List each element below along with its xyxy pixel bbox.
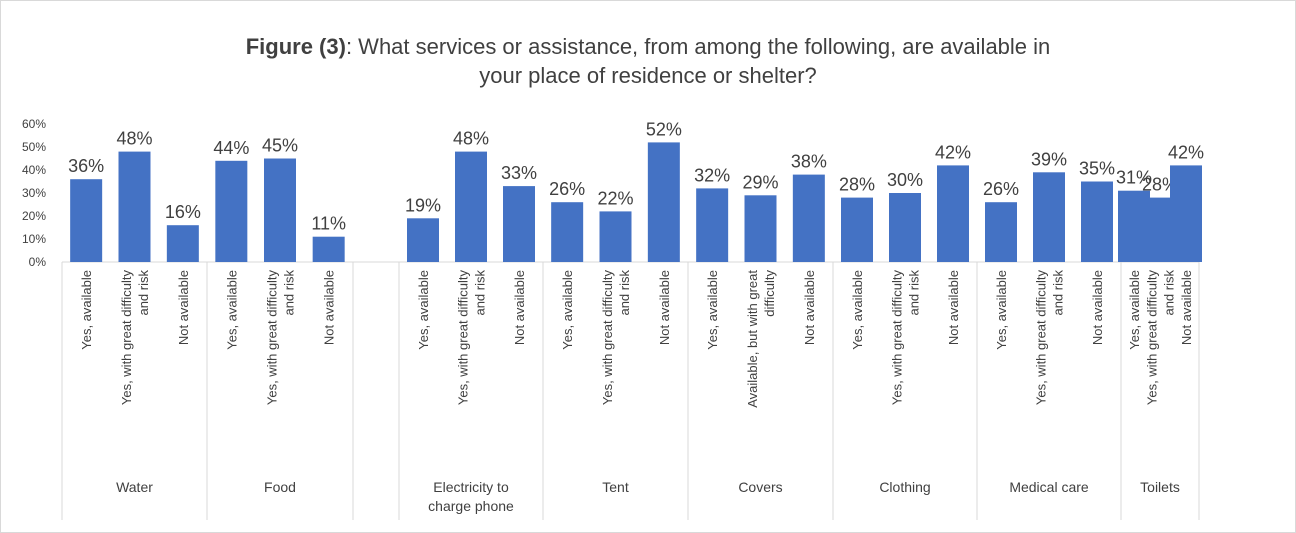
category-label: difficulty <box>762 270 777 317</box>
category-label: Yes, with great difficulty <box>1034 270 1049 406</box>
bar <box>792 174 825 262</box>
data-label: 22% <box>597 188 633 208</box>
data-label: 44% <box>213 138 249 158</box>
data-label: 38% <box>791 152 827 172</box>
category-label: Yes, with great difficulty <box>265 270 280 406</box>
category-label: Not available <box>176 270 191 345</box>
y-tick-label: 10% <box>22 232 46 246</box>
data-label: 32% <box>694 165 730 185</box>
bar <box>551 202 584 262</box>
chart-title-rest: : What services or assistance, from amon… <box>345 34 1051 59</box>
category-label: and risk <box>617 270 632 316</box>
data-label: 42% <box>1168 142 1204 162</box>
bar <box>407 218 439 262</box>
data-label: 48% <box>453 129 489 149</box>
category-label: Yes, with great difficulty <box>456 270 471 406</box>
category-label: and risk <box>1051 270 1066 316</box>
category-label: Yes, available <box>1127 270 1142 350</box>
y-tick-label: 60% <box>22 117 46 131</box>
category-label: Yes, available <box>560 270 575 350</box>
y-tick-label: 50% <box>22 140 46 154</box>
category-label: Yes, with great difficulty <box>600 270 615 406</box>
bar <box>1170 165 1202 262</box>
bar <box>264 158 296 262</box>
data-label: 26% <box>549 179 585 199</box>
category-label: Yes, available <box>705 270 720 350</box>
bar <box>744 195 777 262</box>
y-tick-label: 0% <box>29 255 47 269</box>
category-label: Not available <box>802 270 817 345</box>
group-label: Medical care <box>1009 479 1089 495</box>
group-label: Toilets <box>1140 479 1180 495</box>
group-label: Covers <box>738 479 782 495</box>
data-label: 28% <box>1142 175 1178 195</box>
chart-title: Figure (3): What services or assistance,… <box>0 32 1296 90</box>
bar <box>696 188 729 262</box>
bar <box>937 165 969 262</box>
data-label: 29% <box>742 172 778 192</box>
bar <box>70 179 103 262</box>
bar <box>118 151 151 262</box>
data-label: 28% <box>839 175 875 195</box>
category-label: Yes, available <box>79 270 94 350</box>
bar <box>647 142 680 262</box>
data-label: 16% <box>165 202 201 222</box>
data-label: 31% <box>1116 168 1152 188</box>
category-label: Yes, available <box>416 270 431 350</box>
category-label: Not available <box>946 270 961 345</box>
category-label: and risk <box>1162 270 1177 316</box>
category-label: Yes, available <box>850 270 865 350</box>
category-label: Available, but with great <box>745 270 760 408</box>
bar <box>599 211 632 262</box>
category-label: and risk <box>473 270 488 316</box>
data-label: 11% <box>311 214 346 234</box>
data-label: 35% <box>1079 159 1115 179</box>
category-label: Not available <box>1179 270 1194 345</box>
data-label: 26% <box>983 179 1019 199</box>
category-label: and risk <box>136 270 151 316</box>
data-label: 42% <box>935 142 971 162</box>
category-label: Not available <box>512 270 527 345</box>
bar <box>455 151 487 262</box>
bar <box>889 193 921 262</box>
bar <box>841 197 873 262</box>
data-label: 30% <box>887 170 923 190</box>
bar <box>1081 181 1113 262</box>
bar <box>215 160 248 262</box>
group-label: Electricity to <box>433 479 509 495</box>
group-label: Clothing <box>879 479 930 495</box>
bar <box>503 186 535 262</box>
bar <box>166 225 199 262</box>
category-label: Yes, with great difficulty <box>1145 270 1160 406</box>
y-tick-label: 40% <box>22 163 46 177</box>
chart-title-line2: your place of residence or shelter? <box>479 63 817 88</box>
data-label: 39% <box>1031 149 1067 169</box>
chart-title-bold: Figure (3) <box>245 34 346 59</box>
group-label: charge phone <box>428 498 514 514</box>
category-label: Yes, available <box>994 270 1009 350</box>
bar <box>312 236 345 262</box>
bar <box>985 202 1017 262</box>
y-tick-label: 20% <box>22 209 46 223</box>
category-label: Not available <box>322 270 337 345</box>
category-label: and risk <box>282 270 297 316</box>
y-tick-label: 30% <box>22 186 46 200</box>
group-label: Tent <box>602 479 629 495</box>
bar <box>1033 172 1065 262</box>
category-label: Yes, with great difficulty <box>119 270 134 406</box>
category-label: Yes, available <box>224 270 239 350</box>
data-label: 36% <box>68 156 104 176</box>
data-label: 19% <box>405 195 441 215</box>
category-label: Not available <box>657 270 672 345</box>
category-label: Not available <box>1090 270 1105 345</box>
data-label: 48% <box>116 129 152 149</box>
category-label: and risk <box>907 270 922 316</box>
data-label: 52% <box>646 119 682 139</box>
group-label: Water <box>116 479 153 495</box>
data-label: 33% <box>501 163 537 183</box>
category-label: Yes, with great difficulty <box>890 270 905 406</box>
group-label: Food <box>264 479 296 495</box>
data-label: 45% <box>262 136 298 156</box>
